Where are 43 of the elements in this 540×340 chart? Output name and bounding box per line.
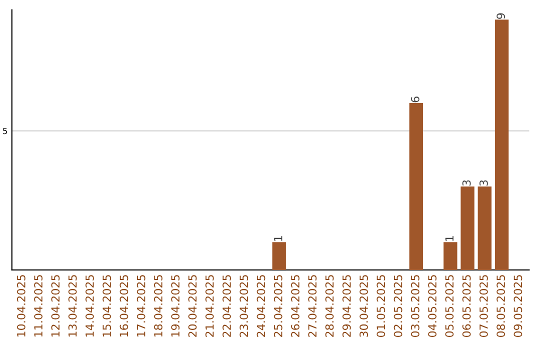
x-tick-label: 27.04.2025 xyxy=(308,275,317,337)
data-label: 6 xyxy=(410,96,420,102)
x-tick-label: 11.04.2025 xyxy=(34,275,43,337)
x-tick-label: 25.04.2025 xyxy=(274,275,282,337)
x-tick-label: 24.04.2025 xyxy=(256,275,266,337)
y-tick-label: 5 xyxy=(3,128,7,134)
x-tick-label: 26.04.2025 xyxy=(291,275,300,337)
bar xyxy=(444,242,458,270)
x-tick-label: 06.05.2025 xyxy=(462,275,471,338)
x-tick-label: 29.04.2025 xyxy=(342,275,351,337)
x-tick-label: 30.04.2025 xyxy=(360,275,368,337)
x-tick-label: 20.04.2025 xyxy=(188,275,197,337)
bar xyxy=(272,242,286,270)
x-tick-label: 18.04.2025 xyxy=(154,275,162,337)
x-tick-label: 28.04.2025 xyxy=(325,275,334,337)
data-label: 1 xyxy=(445,236,454,241)
x-tick-label: 05.05.2025 xyxy=(445,275,454,338)
data-label: 3 xyxy=(462,180,471,186)
data-label: 3 xyxy=(479,180,488,186)
x-tick-label: 13.04.2025 xyxy=(68,275,77,337)
x-tick-label: 22.04.2025 xyxy=(222,275,231,337)
x-tick-label: 16.04.2025 xyxy=(120,275,128,337)
x-tick-label: 17.04.2025 xyxy=(136,275,146,337)
x-tick-label: 19.04.2025 xyxy=(171,275,180,337)
x-tick-label: 02.05.2025 xyxy=(394,275,402,338)
x-tick-label: 09.05.2025 xyxy=(514,275,522,338)
x-tick-label: 10.04.2025 xyxy=(16,275,26,337)
x-tick-label: 12.04.2025 xyxy=(51,275,60,337)
x-tick-label: 01.05.2025 xyxy=(376,275,386,338)
x-tick-label: 08.05.2025 xyxy=(496,275,506,338)
x-tick-label: 21.04.2025 xyxy=(205,275,214,337)
data-label: 9 xyxy=(496,13,506,19)
data-label: 1 xyxy=(274,236,282,241)
x-tick-label: 14.04.2025 xyxy=(85,275,94,337)
bar xyxy=(460,186,474,270)
bar xyxy=(409,103,423,270)
x-tick-label: 07.05.2025 xyxy=(479,275,488,338)
bar xyxy=(478,186,492,270)
x-tick-label: 23.04.2025 xyxy=(240,275,248,337)
bar xyxy=(494,20,509,270)
x-tick-label: 15.04.2025 xyxy=(102,275,112,337)
x-tick-label: 04.05.2025 xyxy=(428,275,436,338)
x-tick-label: 03.05.2025 xyxy=(410,275,420,338)
